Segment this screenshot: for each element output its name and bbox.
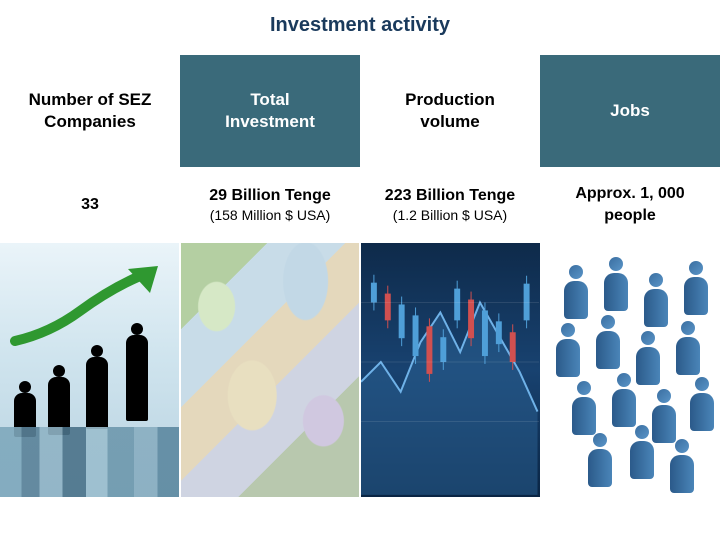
value-cell-production: 223 Billion Tenge (1.2 Billion $ USA) [360, 167, 540, 243]
header-cell-jobs: Jobs [540, 55, 720, 167]
value-main: 33 [81, 194, 99, 216]
header-cell-companies: Number of SEZCompanies [0, 55, 180, 167]
value-cell-jobs: Approx. 1, 000people [540, 167, 720, 243]
growth-silhouette-icon [0, 243, 179, 497]
image-row [0, 243, 720, 497]
value-main: 29 Billion Tenge [209, 185, 331, 207]
value-main: Approx. 1, 000people [575, 183, 684, 226]
image-cell-growth [0, 243, 179, 497]
people-isometric-icon [542, 243, 720, 497]
header-cell-production: Productionvolume [360, 55, 540, 167]
metrics-table: Number of SEZCompanies TotalInvestment P… [0, 55, 720, 497]
image-cell-chart [361, 243, 540, 497]
header-cell-investment: TotalInvestment [180, 55, 360, 167]
value-sub: (1.2 Billion $ USA) [393, 206, 507, 225]
banknotes-icon [181, 243, 360, 497]
image-cell-money [181, 243, 360, 497]
value-cell-investment: 29 Billion Tenge (158 Million $ USA) [180, 167, 360, 243]
value-cell-companies: 33 [0, 167, 180, 243]
page-title: Investment activity [0, 0, 720, 55]
value-sub: (158 Million $ USA) [210, 206, 331, 225]
image-cell-people [542, 243, 720, 497]
value-row: 33 29 Billion Tenge (158 Million $ USA) … [0, 167, 720, 243]
financial-chart-icon [361, 243, 540, 497]
value-main: 223 Billion Tenge [385, 185, 515, 207]
header-row: Number of SEZCompanies TotalInvestment P… [0, 55, 720, 167]
